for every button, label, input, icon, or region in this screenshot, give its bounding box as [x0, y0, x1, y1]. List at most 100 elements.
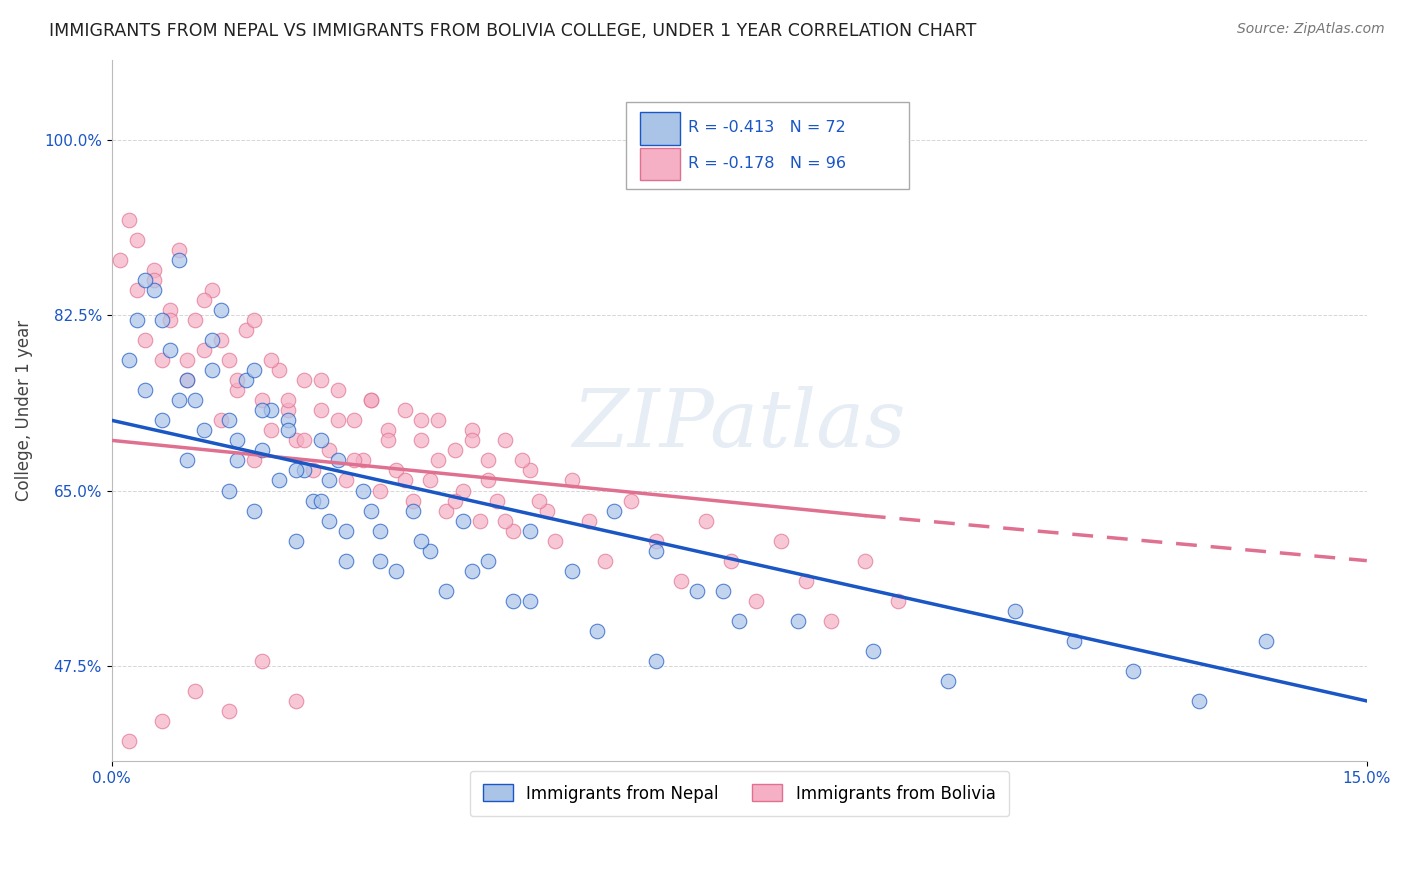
Point: [411, 434, 433, 448]
Point: [284, 533, 307, 548]
Point: [235, 323, 257, 337]
Point: [167, 243, 190, 257]
Point: [159, 313, 181, 327]
Point: [477, 474, 499, 488]
Point: [1256, 633, 1278, 648]
Point: [444, 443, 467, 458]
Point: [284, 463, 307, 477]
Point: [377, 434, 399, 448]
Point: [309, 373, 332, 387]
Point: [451, 514, 474, 528]
Point: [343, 453, 366, 467]
Point: [243, 453, 266, 467]
Point: [385, 564, 408, 578]
Point: [226, 384, 249, 398]
Point: [108, 253, 131, 268]
Text: ZIPatlas: ZIPatlas: [572, 385, 905, 463]
Point: [343, 413, 366, 427]
FancyBboxPatch shape: [640, 112, 681, 145]
Point: [644, 543, 666, 558]
Point: [309, 434, 332, 448]
Point: [309, 403, 332, 417]
Point: [536, 503, 558, 517]
Point: [887, 593, 910, 607]
Point: [142, 263, 165, 277]
Point: [820, 614, 842, 628]
Point: [176, 373, 198, 387]
Point: [150, 353, 173, 368]
Point: [1122, 664, 1144, 678]
Point: [402, 493, 425, 508]
Point: [226, 453, 249, 467]
Point: [669, 574, 692, 588]
Point: [519, 593, 541, 607]
Point: [352, 453, 374, 467]
Point: [510, 453, 533, 467]
Point: [269, 363, 291, 377]
Point: [150, 313, 173, 327]
Point: [125, 313, 148, 327]
Point: [485, 493, 508, 508]
Point: [125, 283, 148, 297]
Point: [444, 493, 467, 508]
Point: [193, 423, 215, 437]
Point: [938, 673, 960, 688]
Point: [150, 714, 173, 728]
Point: [226, 373, 249, 387]
Point: [284, 434, 307, 448]
Point: [794, 574, 817, 588]
Point: [134, 273, 156, 287]
Text: R = -0.178   N = 96: R = -0.178 N = 96: [688, 156, 846, 170]
Point: [561, 564, 583, 578]
Point: [595, 554, 617, 568]
Point: [460, 434, 482, 448]
Point: [277, 423, 299, 437]
Point: [711, 583, 734, 598]
Point: [226, 434, 249, 448]
FancyBboxPatch shape: [627, 102, 908, 189]
Text: Source: ZipAtlas.com: Source: ZipAtlas.com: [1237, 22, 1385, 37]
Point: [494, 514, 516, 528]
Point: [184, 393, 207, 408]
Point: [502, 593, 524, 607]
Point: [193, 343, 215, 358]
Point: [527, 493, 550, 508]
Point: [117, 213, 139, 227]
Point: [368, 483, 391, 498]
Point: [477, 554, 499, 568]
Point: [460, 564, 482, 578]
Point: [368, 524, 391, 538]
Point: [1004, 604, 1026, 618]
Y-axis label: College, Under 1 year: College, Under 1 year: [15, 319, 32, 501]
Point: [786, 614, 808, 628]
Point: [519, 524, 541, 538]
Point: [117, 353, 139, 368]
Text: IMMIGRANTS FROM NEPAL VS IMMIGRANTS FROM BOLIVIA COLLEGE, UNDER 1 YEAR CORRELATI: IMMIGRANTS FROM NEPAL VS IMMIGRANTS FROM…: [49, 22, 977, 40]
Point: [419, 474, 441, 488]
Point: [292, 463, 315, 477]
Point: [352, 483, 374, 498]
Point: [411, 413, 433, 427]
Point: [644, 654, 666, 668]
Point: [451, 483, 474, 498]
Point: [243, 503, 266, 517]
Point: [745, 593, 768, 607]
Point: [1188, 694, 1211, 708]
Point: [411, 533, 433, 548]
Point: [209, 333, 232, 347]
Point: [142, 273, 165, 287]
Point: [368, 554, 391, 568]
Point: [644, 533, 666, 548]
Point: [335, 524, 357, 538]
Point: [686, 583, 709, 598]
Point: [269, 474, 291, 488]
Point: [603, 503, 626, 517]
Point: [260, 423, 283, 437]
Point: [377, 423, 399, 437]
Point: [117, 734, 139, 748]
Point: [176, 373, 198, 387]
Point: [318, 474, 340, 488]
FancyBboxPatch shape: [640, 148, 681, 180]
Point: [561, 474, 583, 488]
Point: [218, 483, 240, 498]
